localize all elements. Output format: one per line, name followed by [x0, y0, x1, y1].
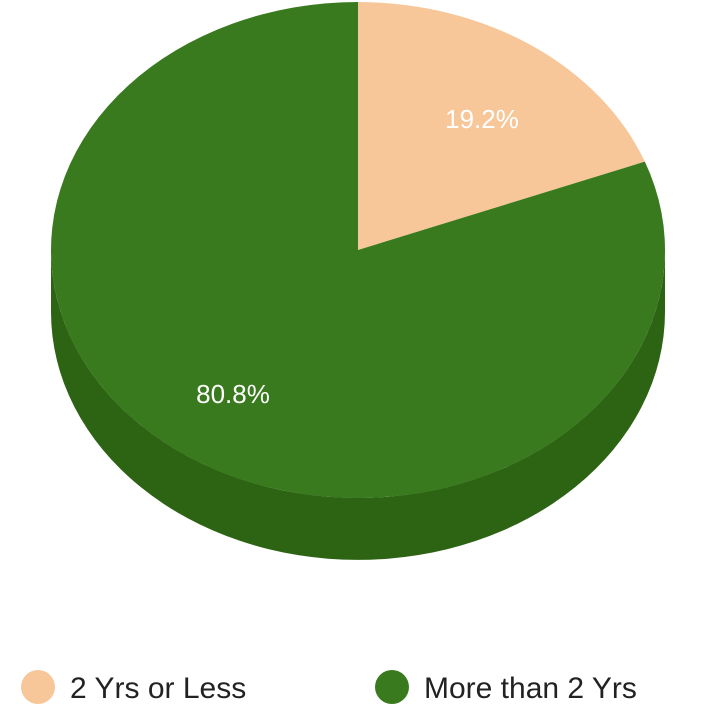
slice-2-yrs-or-less[interactable] [358, 2, 645, 250]
slice-label-more-than-2-yrs: 80.8% [196, 379, 270, 409]
slice-label-2-yrs-or-less: 19.2% [445, 104, 519, 134]
slice-side-more-than-2-yrs [51, 250, 665, 560]
legend-swatch-2-yrs-or-less [21, 670, 55, 704]
legend-item-more-than-2-yrs[interactable]: More than 2 Yrs [375, 670, 637, 704]
legend-item-2-yrs-or-less[interactable]: 2 Yrs or Less [21, 670, 246, 704]
pie-top [50, 2, 666, 498]
legend-swatch-more-than-2-yrs [375, 670, 409, 704]
pie-depth [51, 250, 665, 560]
slice-labels: 19.2% 80.8% [196, 104, 519, 409]
legend: 2 Yrs or Less More than 2 Yrs [21, 670, 637, 704]
legend-label-2-yrs-or-less: 2 Yrs or Less [70, 672, 246, 704]
slice-more-than-2-yrs[interactable] [50, 2, 666, 498]
legend-label-more-than-2-yrs: More than 2 Yrs [424, 672, 637, 704]
